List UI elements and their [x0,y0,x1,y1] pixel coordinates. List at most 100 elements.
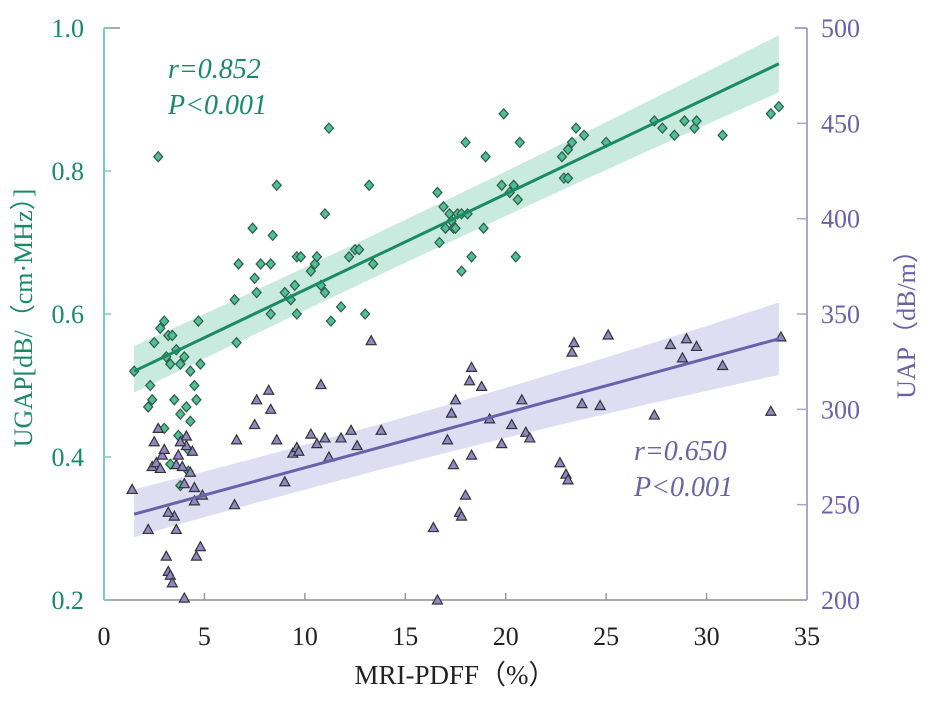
uap-point [334,431,348,443]
ugap-annotation: r=0.852 P<0.001 [167,54,267,121]
ugap-point [450,222,461,235]
ugap-point [466,250,477,263]
uap-point [441,433,454,445]
uap-point [126,483,139,495]
ugap-point [152,150,164,163]
uap-point [455,509,468,521]
ugap-point [496,179,508,192]
uap-point [188,494,201,506]
ugap-point [689,122,700,134]
ugap-point [168,393,180,406]
uap-point [576,397,589,409]
uap-point [519,425,532,437]
ugap-regression-line [133,62,780,373]
y-left-tick-label: 0.2 [52,586,85,615]
ugap-point [193,315,204,328]
ugap-point [359,308,371,320]
uap-point [148,435,161,447]
x-tick-label: 15 [392,622,418,651]
x-axis-label: MRI-PDFF（%） [354,660,555,690]
x-tick-labels: 0 5 10 15 20 25 30 35 [98,622,821,651]
y-left-tick-label: 1.0 [52,14,85,43]
ugap-point [434,236,445,249]
uap-point [262,384,275,395]
uap-point [176,460,189,472]
uap-point [164,568,177,580]
ugap-point [267,229,279,242]
ugap-point [265,308,277,320]
uap-point [505,418,518,430]
uap-point [194,540,207,552]
ugap-point [353,243,365,256]
ugap-point [657,122,668,134]
uap-point [716,359,729,371]
ugap-point [158,422,170,435]
ugap-point [251,286,262,299]
uap-point [561,473,574,485]
y-left-tick-label: 0.4 [52,443,85,472]
uap-point [515,393,528,405]
uap-point [463,374,476,386]
ugap-point [514,136,526,149]
uap-point [166,576,179,588]
ugap-point [233,258,244,270]
ugap-point [325,315,337,328]
ugap-point [295,250,307,263]
uap-point [150,456,163,468]
ugap-point [311,250,323,263]
ugap-point [229,293,240,306]
uap-point [567,336,581,348]
uap-point [318,431,331,443]
uap-point [228,498,241,510]
uap-point [565,345,579,357]
uap-point [495,437,508,449]
uap-point [154,462,167,474]
ugap-point [185,365,196,378]
uap-point [178,477,191,489]
y-right-tick-labels: 200 250 300 350 400 450 500 [821,14,860,615]
y-left-tick-label: 0.6 [52,300,85,329]
uap-point [172,448,185,460]
uap-point [170,523,183,535]
uap-point [465,448,478,460]
ugap-point [179,351,190,363]
ugap-point [271,179,283,192]
uap-point [152,422,165,433]
y-right-tick-label: 350 [821,300,860,329]
ugap-point [773,100,785,113]
uap-point [248,418,261,430]
ugap-point [185,415,196,428]
uap-point [664,338,677,350]
ugap-point [460,136,471,149]
uap-point [184,466,197,477]
ugap-point [498,107,510,120]
uap-point [351,439,364,451]
y-right-tick-label: 200 [821,586,860,615]
ugap-point [181,401,192,413]
ugap-point [289,279,301,292]
data-points [126,100,787,605]
x-tick-label: 5 [198,622,211,651]
ugap-point [363,179,375,192]
ugap-point [189,379,200,392]
uap-point [190,549,203,561]
ugap-point [291,308,303,320]
x-tick-label: 20 [493,622,519,651]
ugap-point [478,222,489,235]
uap-point [553,456,566,468]
uap-point [427,521,440,533]
uap-point [449,393,462,405]
ugap-point [146,393,158,406]
ugap-point [305,265,317,277]
uap-point [375,424,388,435]
ugap-point [669,129,680,142]
x-tick-label: 25 [593,622,619,651]
uap-point [594,399,607,411]
y-right-tick-label: 450 [821,109,860,138]
uap-point [160,549,173,561]
uap-point [230,433,243,445]
uap-point [648,408,661,420]
ugap-point [691,115,702,127]
uap-point [314,378,327,390]
uap-point [170,458,183,470]
